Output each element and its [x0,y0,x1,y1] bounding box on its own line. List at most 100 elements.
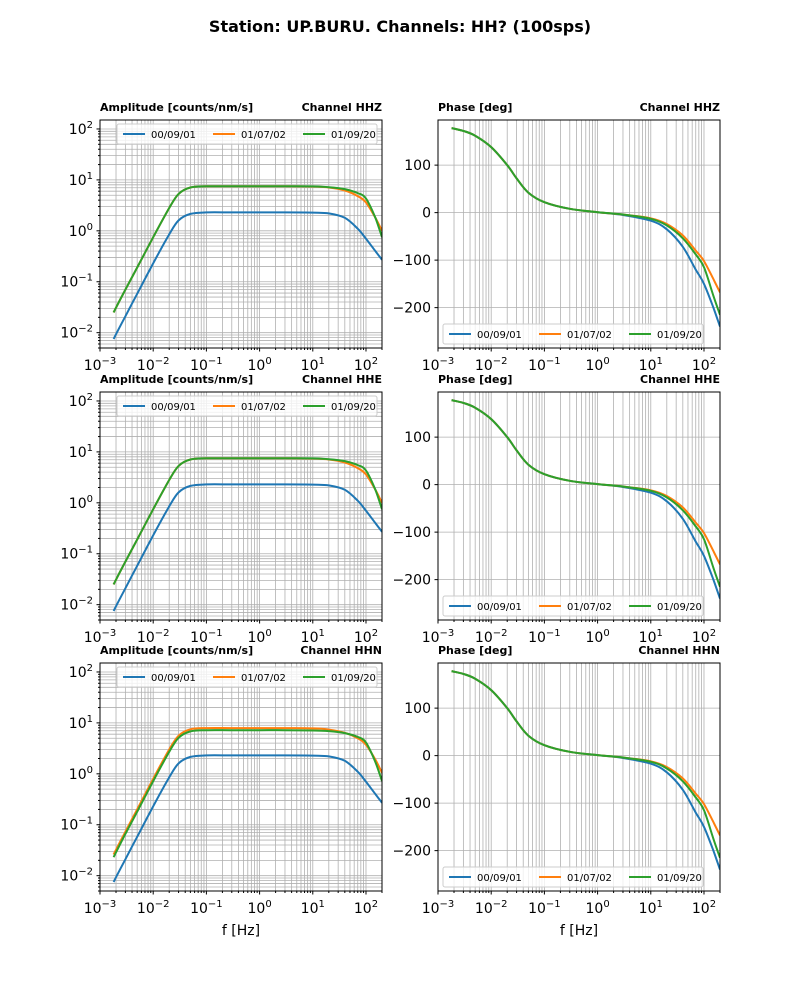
y-tick-label: 100 [69,765,93,783]
series-group [451,399,720,599]
legend-entry: 00/09/01 [151,673,196,684]
y-tick-label: −200 [393,301,431,317]
legend-entry: 00/09/01 [477,602,522,613]
x-tick-label: 102 [354,356,378,374]
legend: 00/09/01 01/07/02 01/09/20 [442,595,704,617]
x-tick-label: 10−1 [528,628,561,646]
legend-entry: 01/07/02 [567,602,612,613]
x-tick-label: 10−1 [190,356,223,374]
panel-amplitude-hhn: 10−3 10−2 10−1 100 101 102 10−2 10−1 100 101 102 Am… [60,644,383,939]
x-tick-label: 10−1 [528,899,561,917]
y-tick-label: 10−2 [60,324,93,342]
x-tick-label: 10−3 [84,899,117,917]
x-tick-label: 10−3 [422,356,455,374]
legend-entry: 01/07/02 [241,673,286,684]
legend: 00/09/01 01/07/02 01/09/20 [442,866,704,888]
legend-entry: 01/07/02 [567,330,612,341]
y-tick-label: −100 [393,525,431,541]
panel-ylabel-title: Phase [deg] [438,644,512,657]
y-tick-label: 102 [69,663,93,681]
legend-box [442,323,704,345]
x-tick-label: 100 [247,899,271,917]
series-line-01-09-20 [451,127,720,316]
axes-frame [437,119,721,349]
x-tick-label: 10−2 [475,899,508,917]
legend-entry: 01/07/02 [241,130,286,141]
grid [99,663,383,892]
legend-entry: 01/09/20 [657,330,702,341]
x-tick-label: 10−3 [84,356,117,374]
axes-frame [437,391,721,621]
y-tick-label: −100 [393,253,431,269]
x-tick-label: 102 [354,628,378,646]
legend-entry: 01/09/20 [657,602,702,613]
legend: 00/09/01 01/07/02 01/09/20 [116,666,378,688]
y-tick-label: 102 [69,120,93,138]
series-line-01-09-20 [112,185,382,313]
panel-channel-title: Channel HHN [300,644,382,657]
panel-ylabel-title: Phase [deg] [438,101,512,114]
y-tick-label: 10−1 [60,273,93,291]
legend-entry: 01/07/02 [241,402,286,413]
legend-entry: 01/09/20 [657,873,702,884]
y-tick-label: 10−1 [60,545,93,563]
x-tick-label: 10−2 [475,356,508,374]
x-tick-label: 10−1 [528,356,561,374]
series-line-01-09-20 [451,670,720,859]
panel-phase-hhz: 10−3 10−2 10−1 100 101 102 −200 −100 0 100 Phase [… [393,101,721,374]
x-tick-label: 101 [639,628,663,646]
series-line-00-09-01 [112,754,382,883]
y-tick-label: 10−2 [60,596,93,614]
x-tick-label: 102 [692,899,716,917]
legend-box [116,666,378,688]
legend-entry: 00/09/01 [477,873,522,884]
legend-entry: 01/09/20 [331,130,376,141]
panel-channel-title: Channel HHE [640,373,720,386]
y-tick-label: 100 [404,701,431,717]
x-tick-label: 10−3 [422,899,455,917]
x-tick-label: 100 [585,899,609,917]
y-tick-label: 10−2 [60,867,93,885]
x-tick-label: 102 [692,356,716,374]
legend-entry: 00/09/01 [151,402,196,413]
legend-entry: 01/09/20 [331,673,376,684]
legend-box [116,123,378,145]
grid [437,392,721,620]
x-tick-label: 10−1 [190,899,223,917]
y-tick-label: −200 [393,573,431,589]
panel-ylabel-title: Amplitude [counts/nm/s] [100,644,253,657]
grid [99,392,383,621]
figure-title: Station: UP.BURU. Channels: HH? (100sps) [209,17,591,36]
series-group [112,457,382,612]
x-tick-label: 100 [247,356,271,374]
x-tick-label: 101 [301,628,325,646]
y-tick-label: 0 [422,478,431,494]
y-tick-label: 0 [422,749,431,765]
x-tick-label: 102 [692,628,716,646]
series-line-00-09-01 [112,211,382,340]
panel-channel-title: Channel HHN [638,644,720,657]
y-tick-label: 101 [69,171,93,189]
x-tick-label: 100 [247,628,271,646]
y-tick-label: 0 [422,206,431,222]
legend: 00/09/01 01/07/02 01/09/20 [116,395,378,417]
panel-ylabel-title: Amplitude [counts/nm/s] [100,101,253,114]
x-tick-label: 100 [585,356,609,374]
legend-entry: 01/07/02 [567,873,612,884]
axes-frame [99,662,383,892]
panel-phase-hhn: 10−3 10−2 10−1 100 101 102 −200 −100 0 100 Phase [… [393,644,721,939]
series-group [112,727,382,883]
legend-entry: 00/09/01 [477,330,522,341]
x-axis-label: f [Hz] [222,923,260,939]
x-tick-label: 10−1 [190,628,223,646]
legend-entry: 01/09/20 [331,402,376,413]
x-tick-label: 10−3 [422,628,455,646]
x-axis-label: f [Hz] [560,923,598,939]
series-line-01-07-02 [112,727,382,855]
x-tick-label: 10−2 [137,628,170,646]
panel-channel-title: Channel HHZ [640,101,720,114]
grid [99,120,383,349]
legend-entry: 00/09/01 [151,130,196,141]
x-tick-label: 100 [585,628,609,646]
